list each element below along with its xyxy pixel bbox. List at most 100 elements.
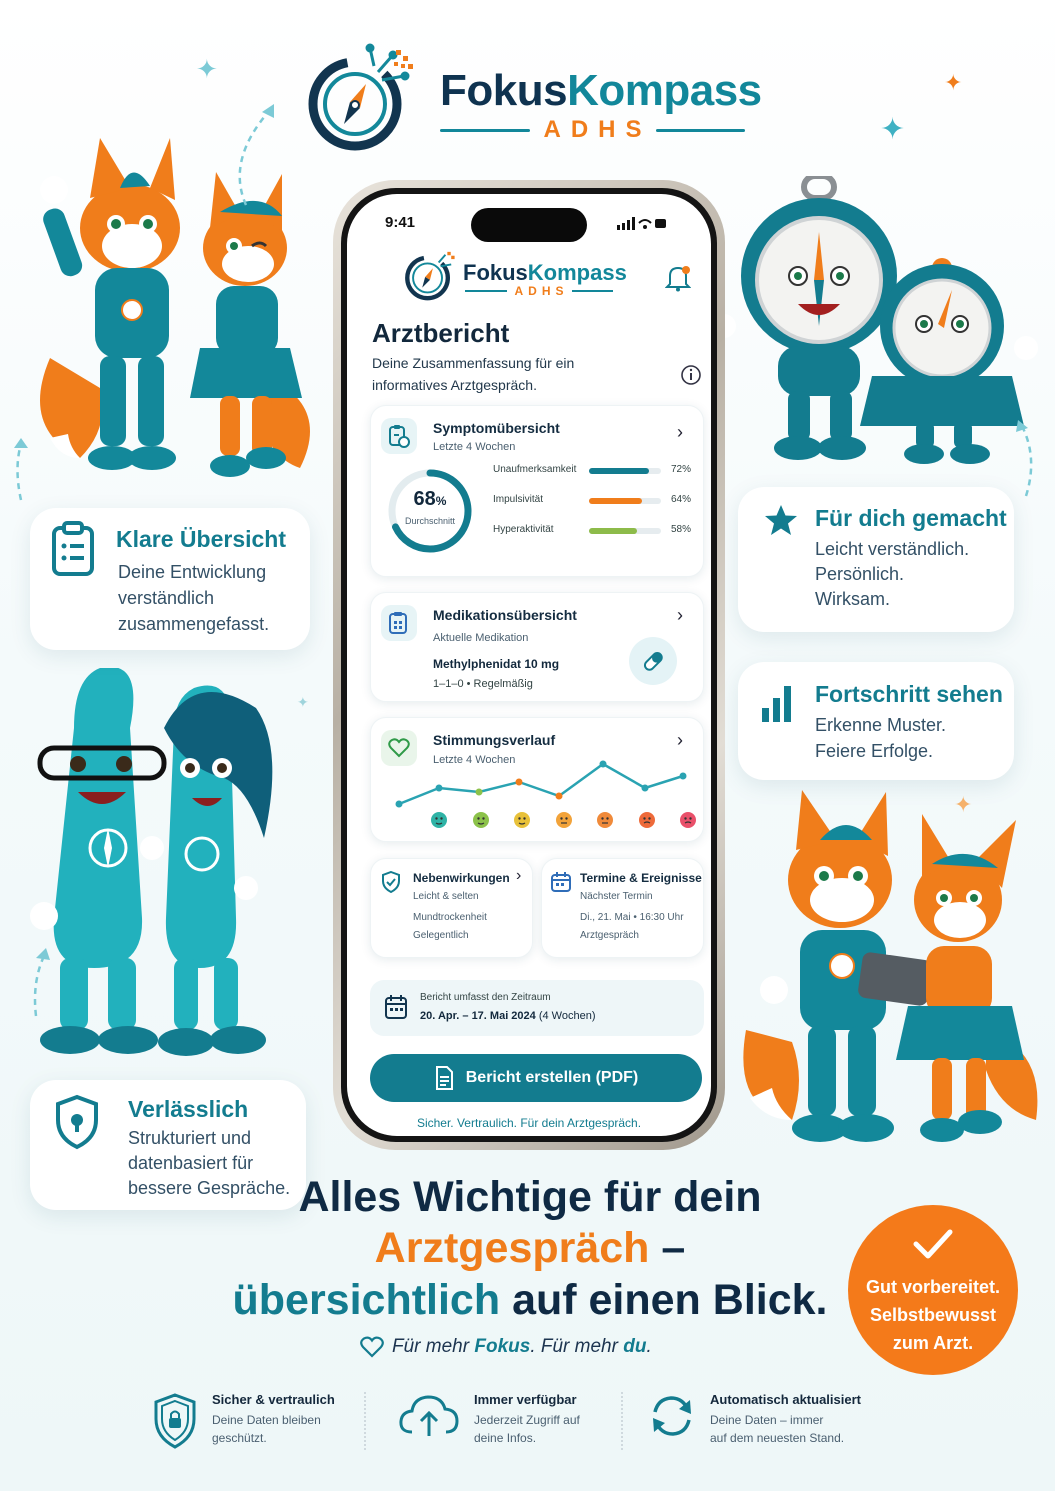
sparkle-icon: ✦	[196, 54, 218, 84]
medication-schedule: 1–1–0 • Regelmäßig	[433, 678, 533, 690]
feature-line: Erkenne Muster.	[815, 715, 947, 735]
mood-face-icon	[680, 812, 696, 828]
phone-screen: 9:41 FokusKompass ADHS	[347, 194, 711, 1136]
chevron-right-icon[interactable]: ›	[677, 422, 683, 442]
benefit-available: Immer verfügbar Jederzeit Zugriff auf dein…	[398, 1392, 580, 1447]
app-logo-icon	[405, 251, 455, 301]
shield-lock-icon	[56, 1094, 98, 1150]
card-title: Nebenwirkungen	[413, 871, 510, 885]
average-value: 68%	[413, 488, 447, 510]
feature-card-reliable: Verlässlich Strukturiert und datenbasier…	[30, 1080, 306, 1210]
side-effects-card[interactable]: Nebenwirkungen › Leicht & selten Mundtro…	[370, 858, 533, 958]
symptom-bar-fill	[589, 528, 638, 534]
symptom-chart-icon	[381, 418, 417, 454]
card-subtitle: Aktuelle Medikation	[433, 632, 529, 644]
mood-face-icon	[472, 812, 489, 828]
report-range: Bericht umfasst den Zeitraum 20. Apr. – …	[370, 980, 704, 1036]
prepared-badge: Gut vorbereitet. Selbstbewusst zum Arzt.	[848, 1205, 1018, 1375]
cloud-upload-icon	[399, 1395, 459, 1436]
clipboard-icon	[52, 521, 94, 576]
chevron-right-icon[interactable]: ›	[677, 605, 683, 625]
star-icon	[765, 505, 797, 535]
medication-name: Methylphenidat 10 mg	[433, 657, 560, 671]
symptom-bar-track	[589, 528, 661, 534]
brand-subtitle: ADHS	[440, 116, 746, 144]
feature-description: Deine Entwicklung verständlich zusammeng…	[118, 562, 270, 634]
card-subtitle: Letzte 4 Wochen	[433, 754, 516, 766]
feature-title: Verlässlich	[128, 1096, 249, 1122]
sparkle-icon: ✦	[880, 113, 906, 146]
symptom-bar-track	[589, 468, 661, 474]
page-title: Arztbericht	[372, 318, 510, 348]
headline-line3: übersichtlich auf einen Blick.	[232, 1276, 828, 1324]
fox-mascots-illustration	[40, 138, 310, 477]
feature-line: Leicht verständlich.	[815, 539, 970, 559]
mood-face-icon	[555, 812, 572, 828]
curved-arrow-icon	[33, 948, 50, 1017]
create-report-label: Bericht erstellen (PDF)	[465, 1069, 639, 1086]
status-time: 9:41	[385, 214, 416, 231]
calendar-icon	[551, 872, 571, 892]
pill-icon	[629, 637, 677, 685]
feature-title: Fortschritt sehen	[815, 681, 1003, 707]
bar-chart-icon	[762, 686, 791, 722]
card-subtitle: Nächster Termin	[580, 891, 653, 902]
symptom-bar-percent: 58%	[671, 524, 692, 535]
info-icon[interactable]	[680, 364, 702, 386]
range-dates: 20. Apr. – 17. Mai 2024 (4 Wochen)	[420, 1010, 596, 1022]
document-icon	[435, 1066, 453, 1090]
brand-name: FokusKompass	[440, 66, 762, 115]
medication-list-icon	[381, 605, 417, 641]
mood-face-icon	[597, 812, 613, 828]
appointments-card[interactable]: Termine & Ereignisse Nächster Termin Di.…	[541, 858, 704, 958]
side-effect-frequency: Gelegentlich	[413, 930, 469, 941]
symptom-bar-fill	[589, 468, 649, 474]
symptom-bar-label: Hyperaktivität	[493, 524, 554, 535]
mood-face-icon	[514, 812, 530, 828]
feature-line: Feiere Erfolge.	[815, 741, 934, 761]
shield-check-icon	[382, 871, 400, 893]
headline-line1: Alles Wichtige für dein	[298, 1173, 762, 1221]
bell-icon[interactable]	[665, 264, 691, 292]
status-icons	[617, 217, 666, 230]
chevron-right-icon[interactable]: ›	[516, 867, 522, 884]
curved-arrow-icon	[238, 104, 274, 206]
symptom-card[interactable]: Symptomübersicht Letzte 4 Wochen › 68% D…	[370, 405, 704, 577]
checkmark-icon	[913, 1229, 953, 1259]
phone-mockup: 9:41 FokusKompass ADHS	[333, 180, 725, 1150]
mood-face-icon	[638, 812, 655, 828]
compass-logo-icon	[308, 43, 413, 151]
average-label: Durchschnitt	[404, 516, 456, 526]
card-title: Symptomübersicht	[433, 420, 560, 436]
heart-icon	[381, 730, 417, 766]
appointment-date: Di., 21. Mai • 16:30 Uhr	[580, 912, 684, 923]
symptom-bar-percent: 72%	[671, 464, 692, 475]
card-subtitle: Leicht & selten	[413, 891, 479, 902]
feature-card-clear-overview: Klare Übersicht Deine Entwicklung verstä…	[30, 508, 310, 650]
create-report-pdf-button[interactable]: Bericht erstellen (PDF)	[370, 1054, 702, 1102]
sparkle-icon: ✦	[944, 70, 963, 95]
average-donut	[388, 469, 472, 553]
mood-card[interactable]: Stimmungsverlauf Letzte 4 Wochen ›	[370, 717, 704, 842]
divider	[621, 1392, 623, 1450]
card-subtitle: Letzte 4 Wochen	[433, 441, 516, 453]
chevron-right-icon[interactable]: ›	[677, 730, 683, 750]
fox-mascots-tablet-illustration	[743, 790, 1038, 1142]
feature-line: Persönlich.	[815, 564, 905, 584]
page-subtitle: Deine Zusammenfassung für ein informativ…	[372, 355, 575, 393]
refresh-icon	[653, 1396, 691, 1436]
symptom-bar-label: Impulsivität	[493, 494, 544, 505]
card-title: Medikationsübersicht	[433, 607, 577, 623]
sparkle-icon: ✦	[954, 792, 973, 817]
medication-card[interactable]: Medikationsübersicht Aktuelle Medikation…	[370, 592, 704, 702]
symptom-bar-label: Unaufmerksamkeit	[493, 464, 577, 475]
symptom-bar-track	[589, 498, 661, 504]
side-effect-name: Mundtrockenheit	[413, 912, 487, 923]
phone-footer: Sicher. Vertraulich. Für dein Arztgesprä…	[416, 1116, 642, 1130]
benefit-secure: Sicher & vertraulich Deine Daten bleiben g…	[152, 1392, 335, 1450]
heart-outline-icon	[360, 1336, 384, 1358]
curved-arrow-icon	[14, 438, 28, 501]
compass-character-mascots-illustration	[30, 668, 273, 1056]
symptom-bar-percent: 64%	[671, 494, 692, 505]
feature-card-progress: Fortschritt sehen Erkenne Muster. Feiere…	[738, 662, 1014, 780]
